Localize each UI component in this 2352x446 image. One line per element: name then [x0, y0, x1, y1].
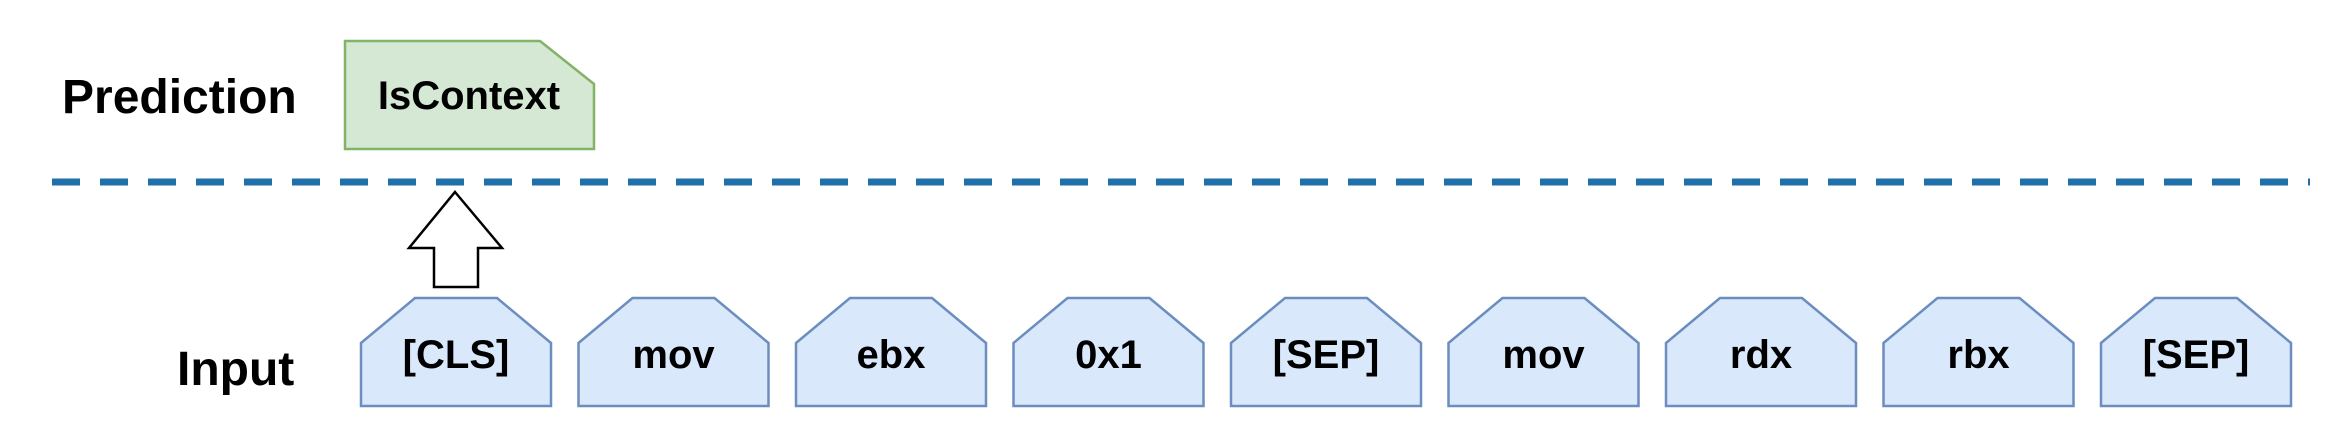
up-arrow-icon	[406, 190, 505, 289]
input-token: 0x1	[1012, 296, 1205, 408]
input-token-label: ebx	[857, 333, 926, 377]
prediction-token: IsContext	[343, 39, 596, 151]
input-token-shape	[1229, 296, 1423, 408]
input-token-shape	[359, 296, 553, 408]
prediction-token-label: IsContext	[378, 74, 560, 118]
input-token-label: mov	[1502, 333, 1585, 377]
input-token-label: rdx	[1730, 333, 1792, 377]
input-token-shape	[2099, 296, 2293, 408]
input-token-row: [CLS] mov ebx 0x1 [SEP] mov rdx rbx [SEP]	[359, 296, 2293, 408]
input-token: mov	[1447, 296, 1640, 408]
input-token: rbx	[1882, 296, 2075, 408]
input-token: [SEP]	[1229, 296, 1423, 408]
input-token-shape	[1664, 296, 1858, 408]
input-token: [CLS]	[359, 296, 553, 408]
input-token-label: [SEP]	[1273, 333, 1380, 377]
input-token-label: 0x1	[1075, 333, 1142, 377]
input-token-label: [CLS]	[403, 333, 510, 377]
input-token-shape	[577, 296, 770, 408]
input-token-label: rbx	[1947, 333, 2009, 377]
input-token-shape	[794, 296, 988, 408]
input-token-label: [SEP]	[2143, 333, 2250, 377]
input-token: mov	[577, 296, 770, 408]
input-token-shape	[1882, 296, 2075, 408]
input-token-label: mov	[632, 333, 715, 377]
prediction-token-shape	[343, 39, 596, 151]
prediction-row-label: Prediction	[62, 71, 297, 124]
input-row-label: Input	[177, 343, 294, 396]
input-token: ebx	[794, 296, 988, 408]
input-token-shape	[1012, 296, 1205, 408]
input-token: [SEP]	[2099, 296, 2293, 408]
input-token-shape	[1447, 296, 1640, 408]
input-token: rdx	[1664, 296, 1858, 408]
